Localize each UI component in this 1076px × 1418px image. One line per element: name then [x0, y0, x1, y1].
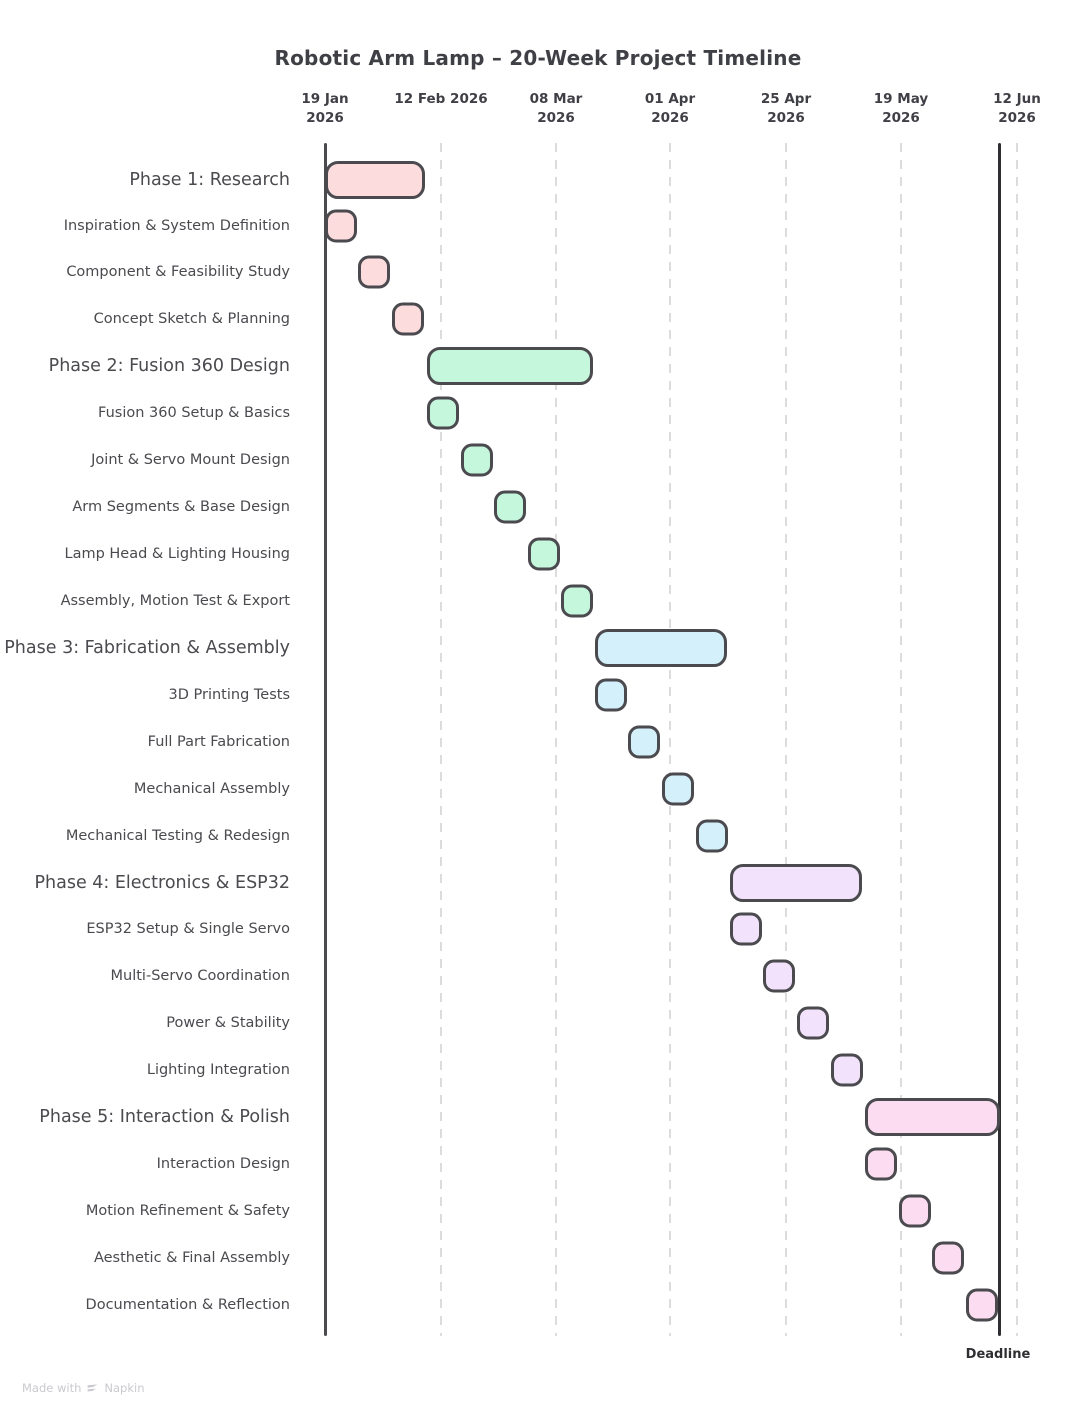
task-label-9: Assembly, Motion Test & Export	[60, 593, 290, 609]
gridline-5	[1016, 143, 1018, 1336]
task-label-7: Arm Segments & Base Design	[72, 499, 290, 515]
task-bar-11[interactable]	[595, 678, 627, 712]
page-title: Robotic Arm Lamp – 20-Week Project Timel…	[274, 46, 802, 70]
gridline-2	[669, 143, 671, 1336]
task-label-18: Power & Stability	[166, 1015, 290, 1031]
task-bar-12[interactable]	[628, 725, 660, 759]
task-label-23: Aesthetic & Final Assembly	[93, 1250, 290, 1266]
task-label-16: ESP32 Setup & Single Servo	[86, 921, 290, 937]
watermark-brand: Napkin	[104, 1381, 145, 1395]
gridline-0	[440, 143, 442, 1336]
task-bar-7[interactable]	[494, 490, 526, 524]
task-bar-5[interactable]	[427, 396, 459, 430]
task-bar-14[interactable]	[696, 819, 728, 853]
task-label-6: Joint & Servo Mount Design	[91, 452, 290, 468]
task-bar-9[interactable]	[561, 584, 593, 618]
phase-label-20: Phase 5: Interaction & Polish	[39, 1107, 290, 1127]
x-axis-tick-label-1: 12 Feb 2026	[394, 91, 488, 107]
x-axis-tick-label-3: 01 Apr 2026	[644, 91, 696, 126]
task-bar-3[interactable]	[392, 302, 424, 336]
deadline-line	[998, 143, 1001, 1336]
phase-bar-15[interactable]	[730, 864, 862, 902]
task-bar-1[interactable]	[325, 209, 357, 243]
task-label-24: Documentation & Reflection	[85, 1297, 290, 1313]
y-axis-line	[324, 143, 327, 1336]
task-label-22: Motion Refinement & Safety	[85, 1203, 290, 1219]
gridline-3	[785, 143, 787, 1336]
task-bar-22[interactable]	[899, 1194, 931, 1228]
task-bar-23[interactable]	[932, 1241, 964, 1275]
task-bar-2[interactable]	[358, 255, 390, 289]
x-axis-tick-label-4: 25 Apr 2026	[760, 91, 812, 126]
napkin-logo-icon	[86, 1382, 99, 1395]
task-bar-18[interactable]	[797, 1006, 829, 1040]
task-bar-16[interactable]	[730, 912, 762, 946]
task-label-13: Mechanical Assembly	[133, 781, 290, 797]
task-bar-17[interactable]	[763, 959, 795, 993]
deadline-label: Deadline	[965, 1347, 1031, 1362]
gridline-1	[555, 143, 557, 1336]
task-label-3: Concept Sketch & Planning	[93, 311, 290, 327]
task-bar-21[interactable]	[865, 1147, 897, 1181]
phase-label-0: Phase 1: Research	[129, 170, 290, 190]
x-axis-tick-label-6: 12 Jun 2026	[993, 91, 1041, 126]
task-label-1: Inspiration & System Definition	[63, 218, 290, 234]
phase-label-4: Phase 2: Fusion 360 Design	[48, 356, 290, 376]
task-label-17: Multi-Servo Coordination	[110, 968, 290, 984]
phase-bar-4[interactable]	[427, 347, 593, 385]
task-bar-19[interactable]	[831, 1053, 863, 1087]
task-label-12: Full Part Fabrication	[147, 734, 290, 750]
task-bar-24[interactable]	[966, 1288, 998, 1322]
task-label-11: 3D Printing Tests	[168, 687, 291, 703]
x-axis-tick-label-0: 19 Jan 2026	[301, 91, 349, 126]
task-label-19: Lighting Integration	[146, 1062, 290, 1078]
phase-bar-0[interactable]	[325, 161, 425, 199]
x-axis-tick-label-5: 19 May 2026	[873, 91, 929, 126]
phase-label-15: Phase 4: Electronics & ESP32	[34, 873, 290, 893]
task-bar-8[interactable]	[528, 537, 560, 571]
task-bar-13[interactable]	[662, 772, 694, 806]
phase-bar-10[interactable]	[595, 629, 727, 667]
gridline-4	[900, 143, 902, 1336]
phase-bar-20[interactable]	[865, 1098, 1000, 1136]
task-label-2: Component & Feasibility Study	[66, 264, 290, 280]
x-axis-tick-label-2: 08 Mar 2026	[529, 91, 583, 126]
task-bar-6[interactable]	[461, 443, 493, 477]
napkin-watermark: Made with Napkin	[22, 1381, 145, 1395]
task-label-8: Lamp Head & Lighting Housing	[64, 546, 290, 562]
task-label-14: Mechanical Testing & Redesign	[65, 828, 290, 844]
watermark-prefix: Made with	[22, 1381, 82, 1395]
task-label-5: Fusion 360 Setup & Basics	[98, 405, 290, 421]
phase-label-10: Phase 3: Fabrication & Assembly	[4, 638, 290, 658]
task-label-21: Interaction Design	[156, 1156, 290, 1172]
